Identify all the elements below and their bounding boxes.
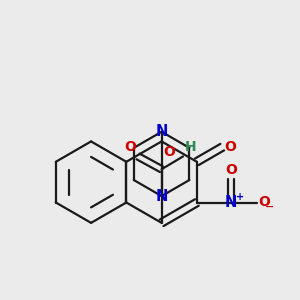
Text: N: N bbox=[225, 195, 237, 210]
Text: O: O bbox=[224, 140, 236, 154]
Text: O: O bbox=[258, 196, 270, 209]
Text: H: H bbox=[185, 140, 197, 154]
Text: O: O bbox=[225, 163, 237, 177]
Text: −: − bbox=[265, 202, 274, 212]
Text: +: + bbox=[236, 192, 244, 202]
Text: O: O bbox=[124, 140, 136, 154]
Text: N: N bbox=[155, 189, 168, 204]
Text: O: O bbox=[164, 145, 176, 159]
Text: N: N bbox=[155, 124, 168, 139]
